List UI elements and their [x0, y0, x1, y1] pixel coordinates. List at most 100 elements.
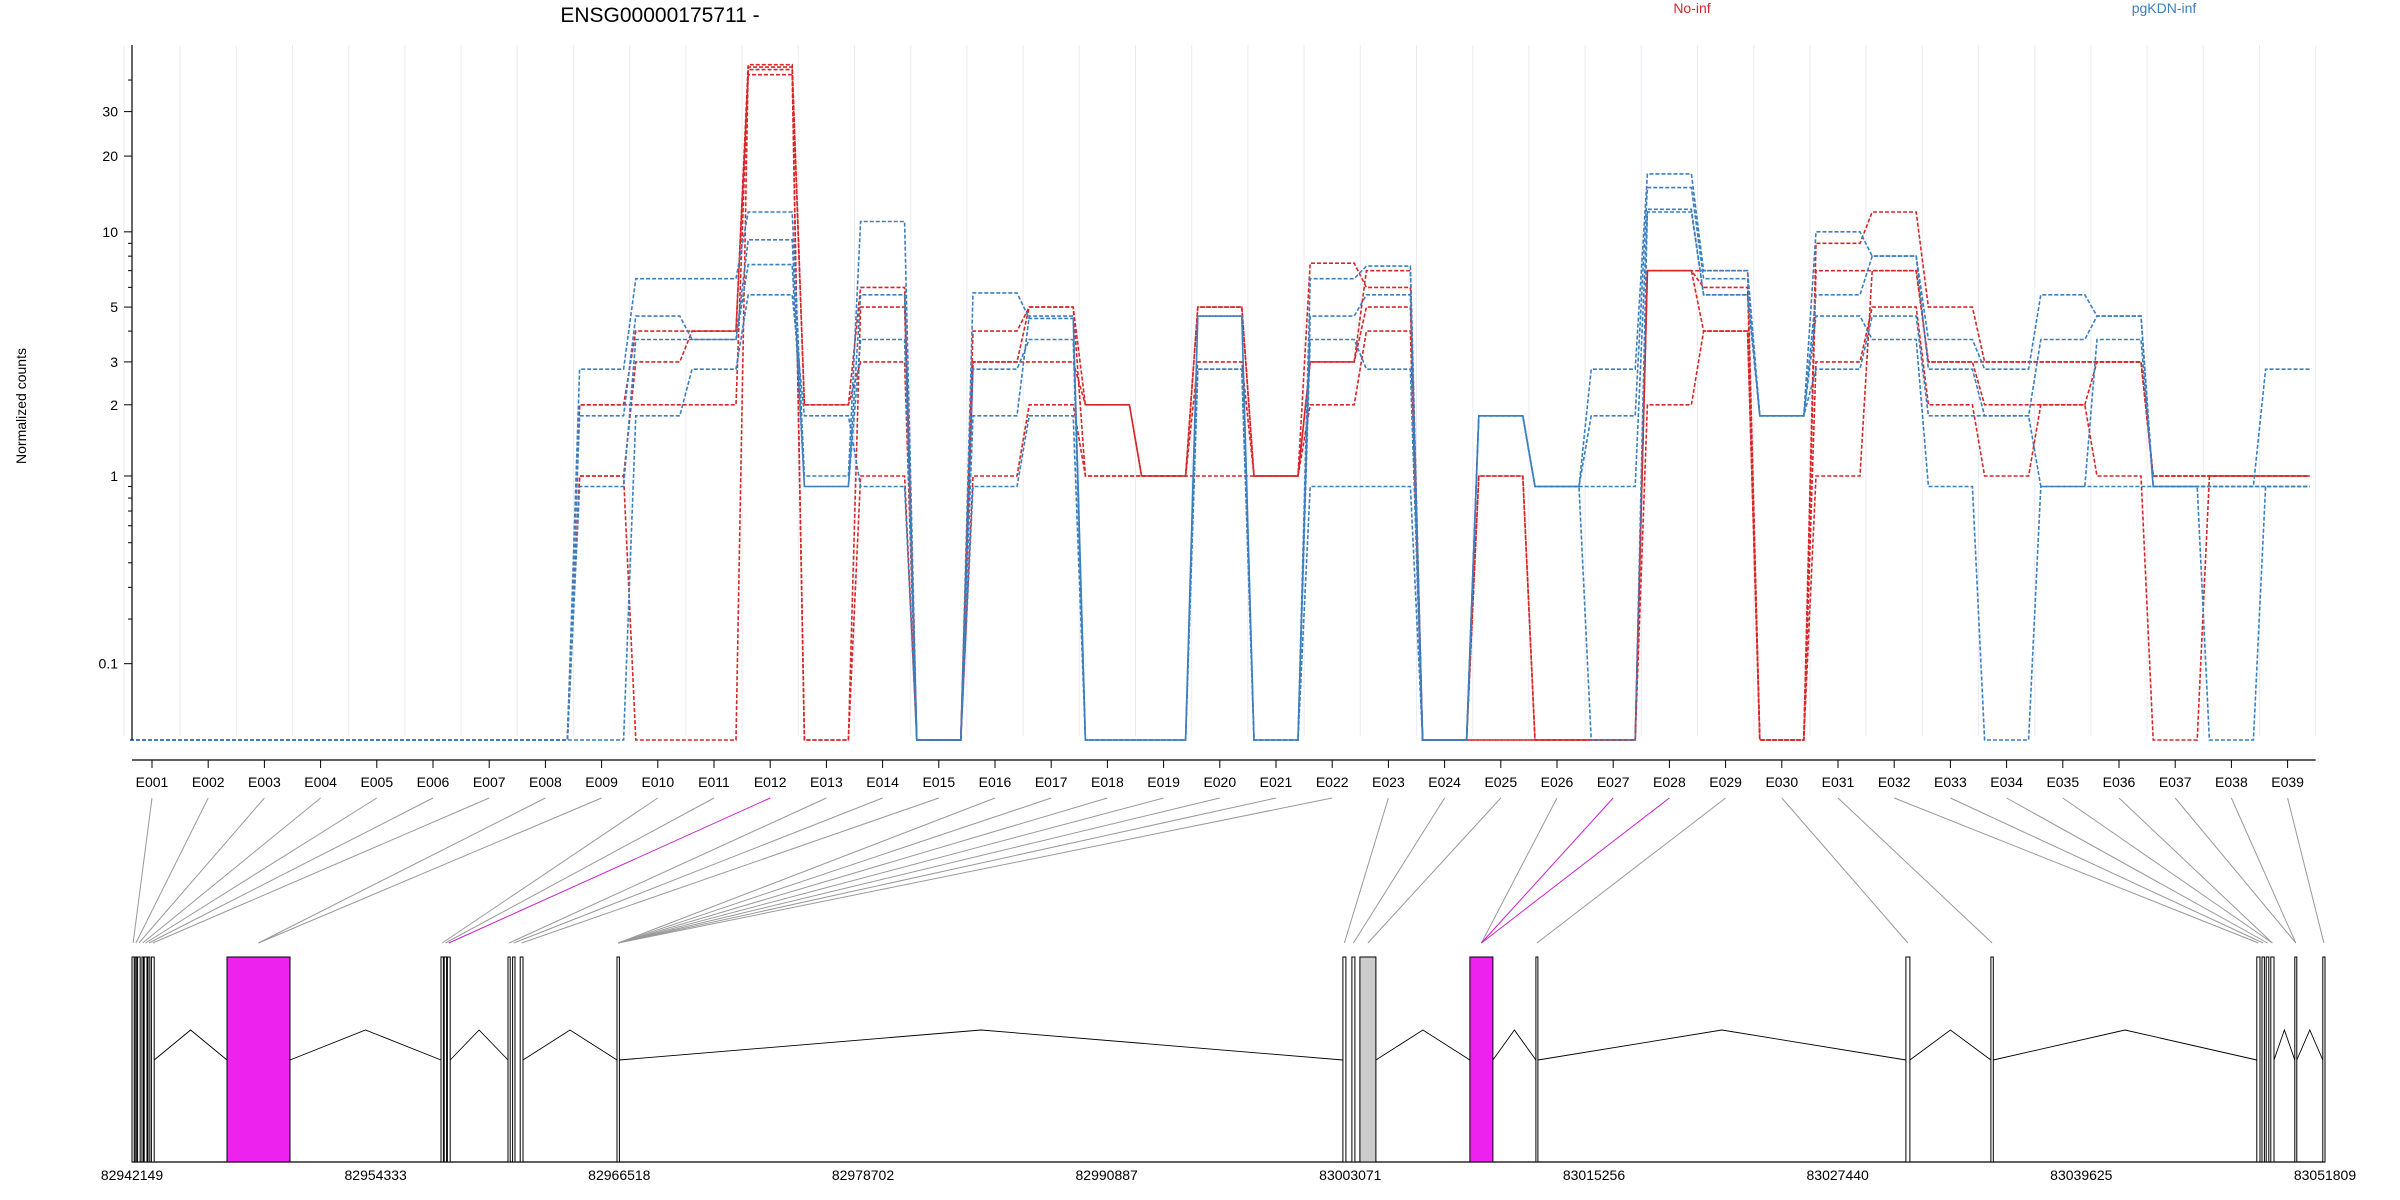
exon-connector: [441, 797, 659, 944]
exon-connector: [258, 797, 602, 944]
exon-box: [141, 956, 144, 1163]
x-tick-label: E032: [1878, 774, 1911, 790]
exon-box: [519, 956, 524, 1163]
exon-connector: [1480, 797, 1558, 944]
series-line: [130, 173, 2310, 741]
gene-model: 82942149 82954333 82966518 82978702 82990887…: [101, 956, 2357, 1183]
x-tick-label: E030: [1765, 774, 1798, 790]
exon-connector: [618, 797, 1108, 944]
exon-connector: [2230, 797, 2297, 944]
coordinate-label: 82966518: [588, 1167, 651, 1183]
coordinate-label: 83039625: [2050, 1167, 2113, 1183]
series-line: [130, 68, 2310, 741]
exon-connector: [2062, 797, 2273, 944]
exon-box: [1342, 956, 1347, 1163]
exon-connector: [152, 797, 490, 944]
x-tick-label: E003: [248, 774, 281, 790]
x-tick-label: E004: [304, 774, 337, 790]
coordinate-label: 82990887: [1076, 1167, 1139, 1183]
exon-connector: [142, 797, 321, 944]
exon-box: [1351, 956, 1356, 1163]
x-tick-label: E035: [2046, 774, 2079, 790]
exon-connector: [618, 797, 1164, 944]
y-axis-label: Normalized counts: [13, 348, 29, 464]
exon-box: [134, 956, 138, 1163]
intron-line: [1537, 1029, 1906, 1061]
intron-line: [522, 1029, 618, 1061]
exon-connector: [148, 797, 434, 944]
x-tick-label: E034: [1990, 774, 2023, 790]
exon-connector: [618, 797, 1277, 944]
exon-box: [226, 956, 291, 1163]
exon-connector: [2118, 797, 2273, 944]
y-tick-label: 30: [102, 104, 118, 120]
exon-box: [1535, 956, 1539, 1163]
count-series: [130, 63, 2310, 741]
exon-connector: [618, 797, 1052, 944]
y-tick-label: 1: [110, 468, 118, 484]
exon-connector: [2174, 797, 2297, 944]
x-tick-label: E001: [136, 774, 169, 790]
exon-connector: [618, 797, 1333, 944]
x-tick-label: E007: [473, 774, 506, 790]
exon-box: [507, 956, 511, 1163]
exon-box: [446, 956, 451, 1163]
exon-box: [512, 956, 516, 1163]
exon-box: [1905, 956, 1911, 1163]
series-line: [130, 63, 2310, 741]
x-tick-label: E009: [585, 774, 618, 790]
x-tick-label: E015: [922, 774, 955, 790]
intron-line: [449, 1029, 509, 1061]
exon-box: [2256, 956, 2261, 1163]
exon-connector: [258, 797, 546, 944]
y-tick-label: 5: [110, 299, 118, 315]
exon-connector: [618, 797, 996, 944]
intron-line: [619, 1029, 1343, 1061]
exon-connector: [1352, 797, 1446, 944]
x-tick-label: E019: [1147, 774, 1180, 790]
x-tick-label: E002: [192, 774, 225, 790]
x-tick-label: E027: [1597, 774, 1630, 790]
exon-connector: [1343, 797, 1389, 944]
intron-line: [1909, 1029, 1992, 1061]
exon-connector: [1367, 797, 1502, 944]
x-tick-label: E028: [1653, 774, 1686, 790]
exon-box: [1469, 956, 1494, 1163]
intron-line: [1993, 1029, 2257, 1061]
x-tick-label: E008: [529, 774, 562, 790]
x-tick-label: E017: [1035, 774, 1068, 790]
legend-no-inf: No-inf: [1673, 0, 1710, 16]
exon-connector: [2006, 797, 2268, 944]
x-tick-label: E005: [360, 774, 393, 790]
exon-connector: [1481, 797, 1670, 944]
coordinate-label: 82954333: [345, 1167, 408, 1183]
y-tick-label: 3: [110, 354, 118, 370]
coordinate-label: 83027440: [1807, 1167, 1870, 1183]
x-tick-label: E025: [1484, 774, 1517, 790]
x-tick-label: E010: [641, 774, 674, 790]
axes: 0.1 1 2 3 5 10 20 30 E001 E002 E003 E004 E005 E006 E00…: [99, 45, 2316, 790]
exon-box: [616, 956, 620, 1163]
exon-connector: [1837, 797, 1993, 944]
x-tick-label: E011: [698, 774, 730, 790]
exon-box: [443, 956, 448, 1163]
series-line: [130, 211, 2310, 741]
exon-connector: [135, 797, 209, 944]
exon-connector: [618, 797, 1220, 944]
intron-line: [1375, 1029, 1471, 1061]
x-tick-label: E023: [1372, 774, 1405, 790]
coordinate-label: 83015256: [1563, 1167, 1626, 1183]
intron-line: [1492, 1029, 1537, 1061]
x-tick-label: E014: [866, 774, 899, 790]
intron-line: [153, 1029, 228, 1061]
exon-box: [143, 956, 148, 1163]
x-tick-label: E020: [1203, 774, 1236, 790]
coordinate-label: 83051809: [2294, 1167, 2357, 1183]
chart-title: ENSG00000175711 -: [560, 4, 759, 27]
y-tick-label: 10: [102, 224, 118, 240]
exon-connector-lines: [132, 797, 2325, 944]
x-tick-label: E013: [810, 774, 843, 790]
exon-connector: [508, 797, 827, 944]
x-tick-label: E039: [2271, 774, 2304, 790]
